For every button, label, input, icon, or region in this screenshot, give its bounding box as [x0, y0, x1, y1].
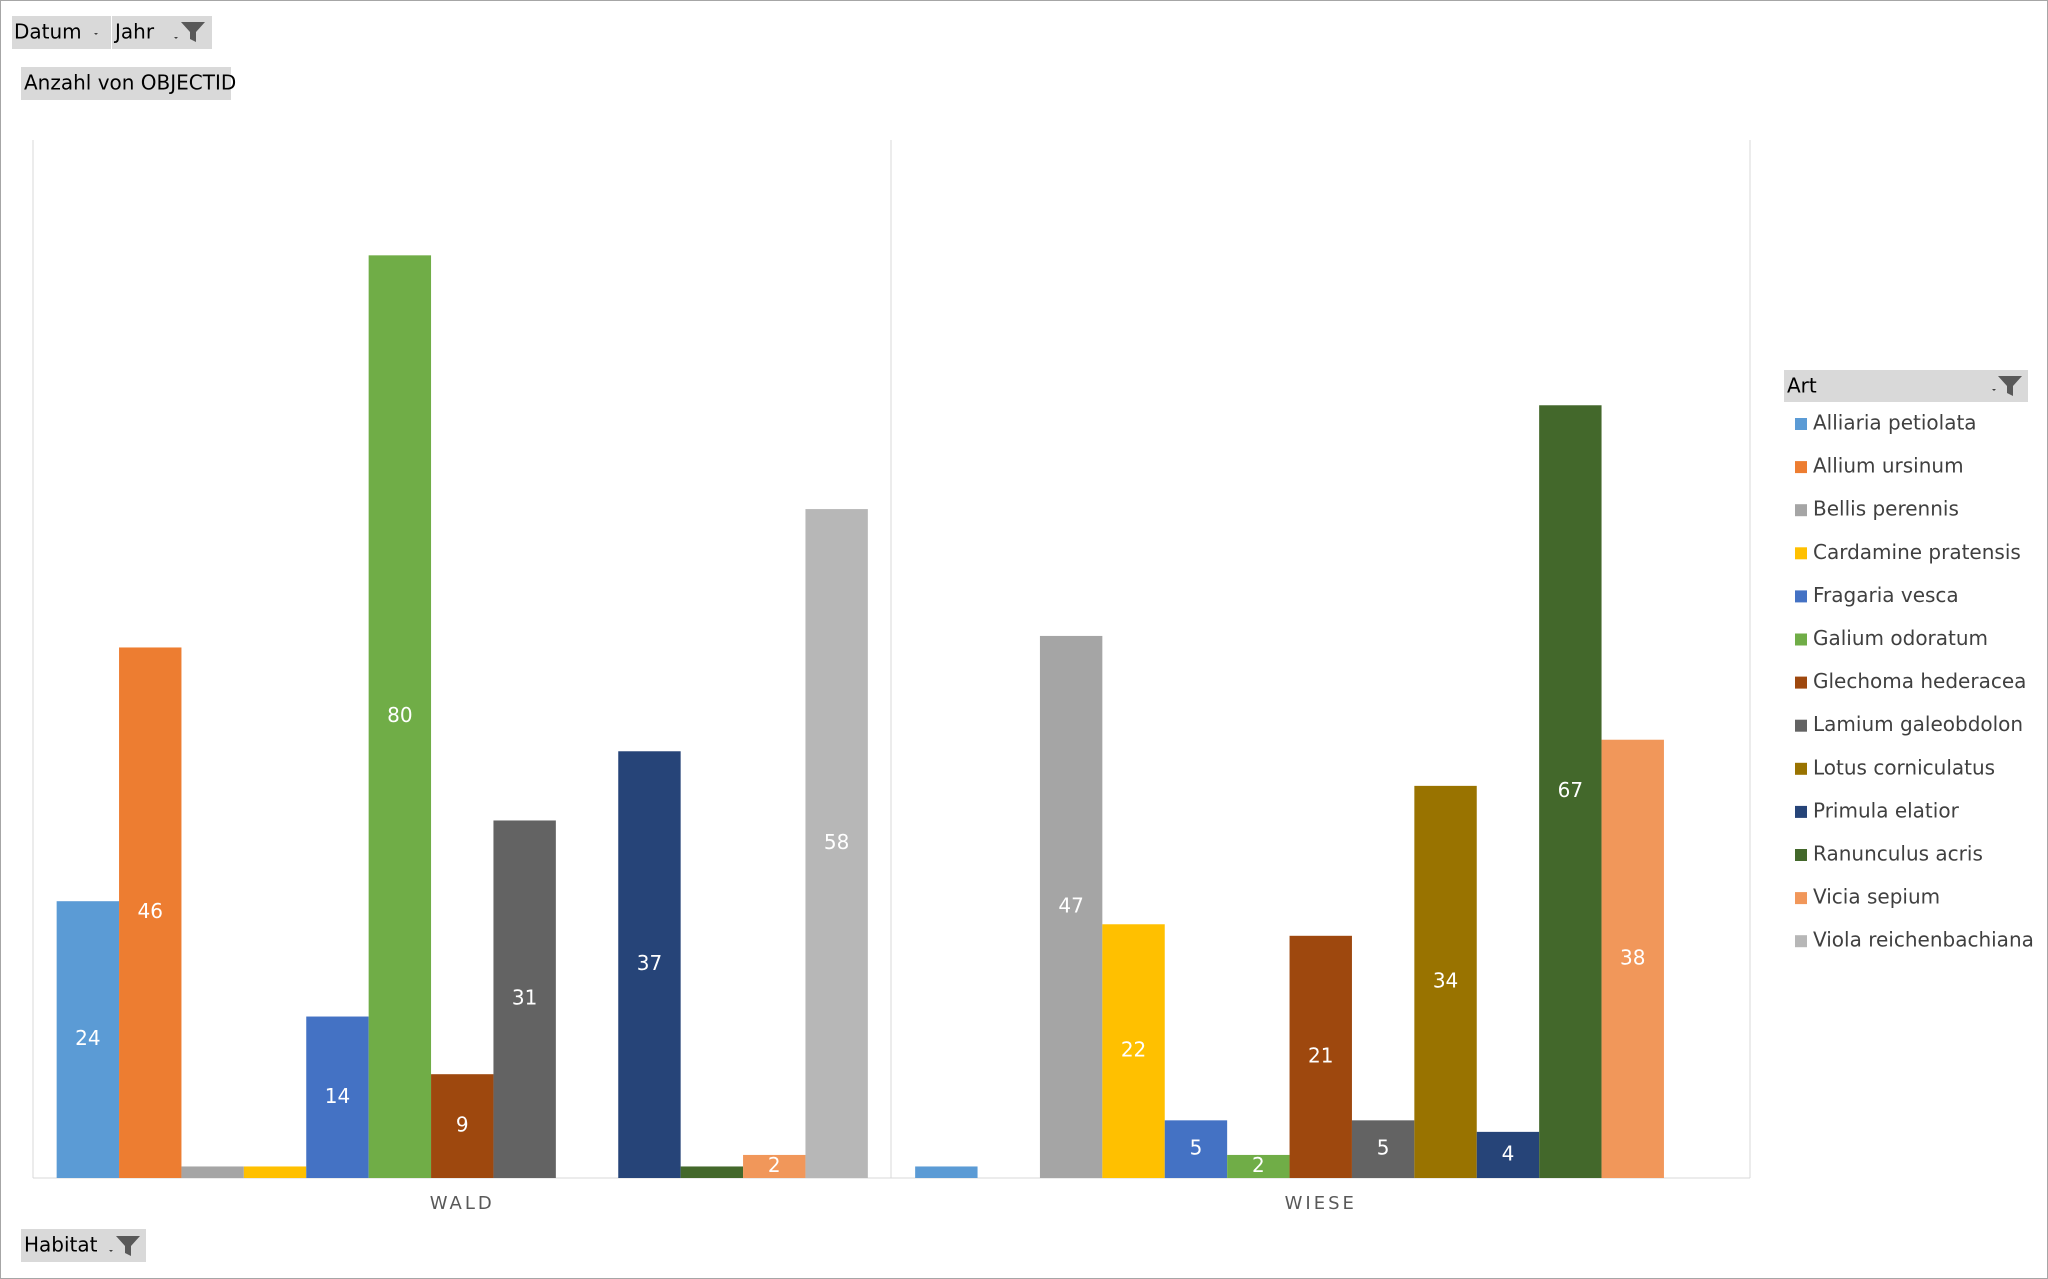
data-label: 14 — [325, 1084, 350, 1108]
legend-swatch — [1795, 805, 1807, 818]
data-label: 5 — [1190, 1136, 1203, 1160]
filter-icon — [181, 22, 205, 42]
legend-swatch — [1795, 547, 1807, 560]
filter-label: Habitat — [24, 1233, 98, 1257]
bar — [1227, 1154, 1290, 1178]
filter-label: Jahr — [113, 20, 155, 44]
bar — [1164, 1120, 1228, 1178]
bar — [618, 751, 681, 1178]
value-field-label: Anzahl von OBJECTID — [24, 71, 236, 95]
bar — [1539, 405, 1602, 1178]
legend-title: Art — [1787, 374, 1817, 398]
legend-entry: Primula elatior — [1813, 798, 1960, 822]
legend-swatch — [1795, 849, 1807, 861]
legend-entry: Lotus corniculatus — [1813, 755, 1995, 779]
data-label: 67 — [1558, 778, 1583, 802]
bar — [431, 1074, 494, 1178]
bar — [1476, 1131, 1540, 1178]
filter-icon — [1998, 376, 2022, 396]
data-label: 22 — [1121, 1038, 1146, 1062]
data-label: 9 — [456, 1113, 469, 1137]
legend-entry: Vicia sepium — [1813, 885, 1940, 909]
legend-swatch — [1795, 590, 1807, 603]
bar — [805, 509, 868, 1179]
dropdown-arrow — [1992, 389, 1996, 391]
data-label: 24 — [75, 1026, 100, 1050]
value-field-button[interactable] — [21, 67, 231, 100]
dropdown-arrow — [174, 37, 178, 39]
data-label: 80 — [387, 703, 412, 727]
bar — [368, 255, 432, 1179]
legend-swatch — [1795, 762, 1807, 775]
bar — [1414, 785, 1477, 1178]
data-label: 2 — [768, 1153, 781, 1177]
data-label: 47 — [1058, 893, 1083, 917]
data-label: 5 — [1377, 1136, 1390, 1160]
data-label: 34 — [1433, 968, 1458, 992]
bar — [680, 1166, 744, 1178]
data-label: 21 — [1308, 1043, 1333, 1067]
bar — [1601, 739, 1664, 1178]
data-label: 46 — [138, 899, 163, 923]
data-label: 58 — [824, 830, 849, 854]
bar — [1289, 935, 1352, 1178]
legend-entry: Lamium galeobdolon — [1813, 712, 2023, 736]
legend-entry: Glechoma hederacea — [1813, 669, 2026, 693]
legend-swatch — [1795, 418, 1807, 430]
legend-entry: Galium odoratum — [1813, 626, 1988, 650]
bar — [243, 1166, 307, 1178]
bar — [1351, 1120, 1415, 1178]
bar — [493, 820, 556, 1178]
dropdown-arrow — [109, 1250, 113, 1252]
legend-entry: Ranunculus acris — [1813, 842, 1983, 866]
x-tick-label: WIESE — [1285, 1193, 1357, 1214]
legend-entry: Bellis perennis — [1813, 497, 1959, 521]
bar — [306, 1016, 369, 1178]
legend-swatch — [1795, 461, 1807, 474]
legend-swatch — [1795, 719, 1807, 732]
data-label: 31 — [512, 986, 537, 1010]
legend-swatch — [1795, 935, 1807, 948]
filter-button[interactable] — [12, 16, 111, 49]
legend-swatch — [1795, 504, 1807, 517]
data-label: 37 — [637, 951, 662, 975]
dropdown-arrow — [94, 33, 98, 35]
filter-icon — [116, 1236, 140, 1256]
data-label: 4 — [1502, 1141, 1515, 1165]
bar — [181, 1166, 244, 1178]
legend-entry: Alliaria petiolata — [1813, 411, 1977, 435]
legend-entry: Allium ursinum — [1813, 454, 1964, 478]
legend-filter-button[interactable] — [1784, 370, 2028, 402]
bar — [915, 1166, 978, 1178]
legend-entry: Viola reichenbachiana — [1813, 928, 2034, 952]
legend-swatch — [1795, 676, 1807, 689]
bar — [119, 647, 182, 1178]
x-tick-label: WALD — [430, 1193, 495, 1214]
bar — [56, 901, 120, 1178]
legend-swatch — [1795, 892, 1807, 905]
filter-label: Datum — [14, 20, 82, 44]
bar — [1102, 924, 1165, 1178]
data-label: 38 — [1620, 945, 1645, 969]
bar — [1039, 635, 1103, 1178]
data-label: 2 — [1252, 1153, 1265, 1177]
legend-entry: Cardamine pratensis — [1813, 540, 2021, 564]
legend-entry: Fragaria vesca — [1813, 583, 1959, 607]
legend-swatch — [1795, 633, 1807, 646]
bar — [743, 1154, 806, 1178]
